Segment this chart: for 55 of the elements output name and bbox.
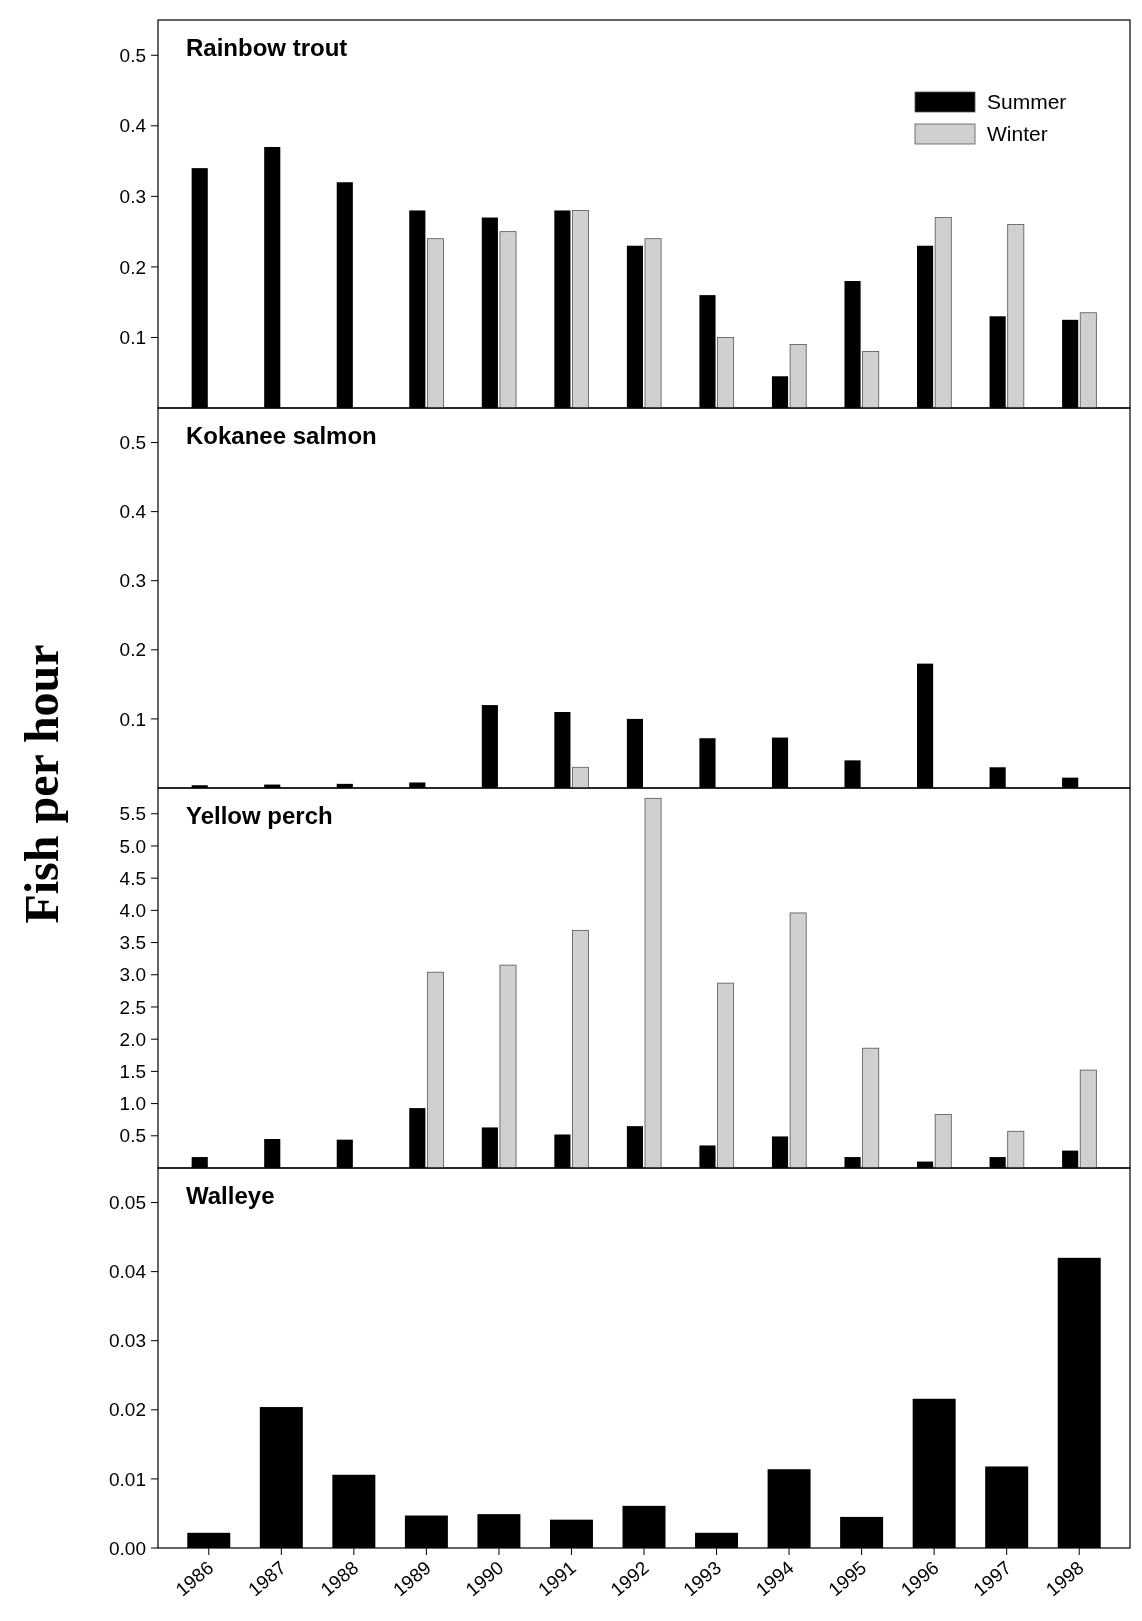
bar (934, 1114, 952, 1169)
bar (717, 982, 735, 1169)
legend-label: Winter (987, 122, 1048, 146)
y-tick-label: 0.3 (119, 186, 146, 208)
bar (572, 210, 589, 409)
bar (644, 238, 662, 409)
bar (426, 238, 444, 409)
bar (789, 344, 807, 409)
bar (499, 964, 517, 1169)
y-tick-label: 0.4 (119, 501, 147, 523)
y-tick-label: 4.0 (119, 900, 146, 922)
bar (1007, 1130, 1025, 1169)
y-tick-label: 0.2 (119, 639, 146, 661)
y-tick-label: 0.04 (109, 1261, 147, 1283)
bar (644, 797, 662, 1169)
y-tick-label: 0.5 (119, 432, 146, 454)
text: Rainbow trout (186, 34, 348, 61)
y-tick-label: 2.5 (119, 996, 146, 1018)
y-tick-label: 5.0 (119, 835, 146, 857)
bar (862, 351, 880, 409)
y-tick-label: 0.4 (119, 115, 147, 137)
y-tick-label: 0.00 (109, 1537, 146, 1559)
bar (1007, 224, 1025, 409)
bar (1079, 1069, 1097, 1169)
bar (934, 217, 952, 409)
legend-label: Summer (987, 90, 1067, 114)
y-tick-label: 0.01 (109, 1468, 146, 1490)
y-tick-label: 0.2 (119, 256, 146, 278)
text: Yellow perch (186, 802, 333, 829)
y-tick-label: 0.03 (109, 1330, 146, 1352)
y-tick-label: 0.02 (109, 1399, 146, 1421)
y-tick-label: 1.0 (119, 1093, 146, 1115)
y-tick-label: 0.1 (119, 708, 146, 730)
y-tick-label: 0.05 (109, 1192, 146, 1214)
y-tick-label: 4.5 (119, 867, 146, 889)
y-tick-label: 1.5 (119, 1061, 146, 1083)
y-tick-label: 5.5 (119, 803, 146, 825)
text: Walleye (186, 1182, 275, 1209)
y-tick-label: 3.0 (119, 964, 146, 986)
bar (789, 912, 807, 1169)
bar (1079, 312, 1097, 409)
y-tick-label: 0.3 (119, 570, 146, 592)
y-tick-label: 2.0 (119, 1028, 146, 1050)
bar (572, 766, 589, 789)
bar (499, 231, 517, 409)
bar (572, 929, 589, 1169)
y-axis-title: Fish per hour (15, 644, 68, 924)
bar (717, 337, 735, 409)
y-tick-label: 0.5 (119, 44, 146, 66)
y-tick-label: 3.5 (119, 932, 146, 954)
y-tick-label: 0.1 (119, 327, 146, 349)
bar (426, 971, 444, 1169)
bar (862, 1047, 880, 1169)
text: Kokanee salmon (186, 422, 377, 449)
y-tick-label: 0.5 (119, 1125, 146, 1147)
